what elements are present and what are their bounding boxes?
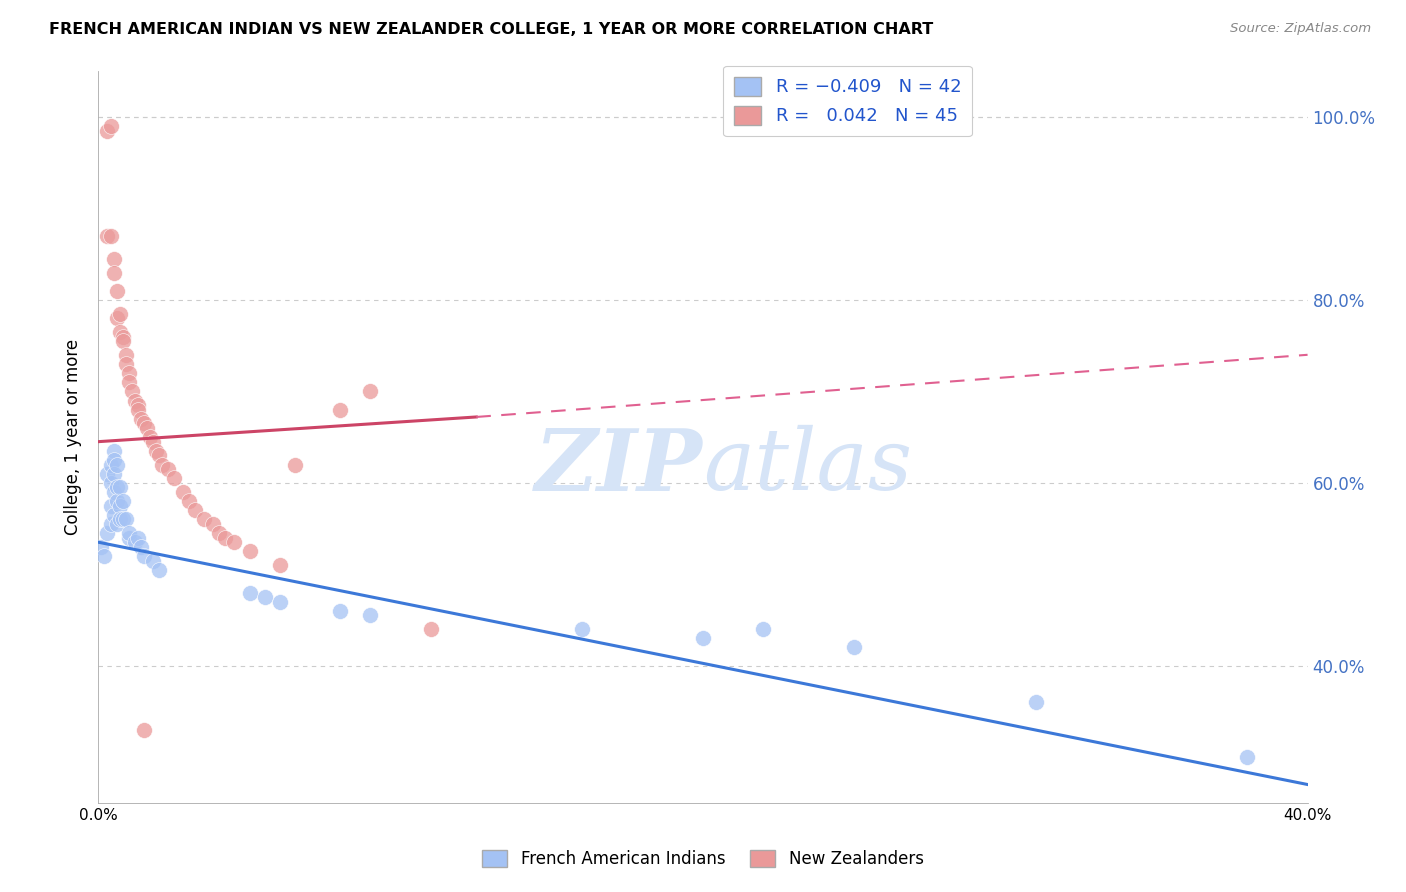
Point: [360, 608, 382, 623]
Point: [118, 376, 141, 390]
Point: [844, 640, 866, 655]
Point: [127, 398, 149, 412]
Point: [269, 558, 291, 573]
Legend: French American Indians, New Zealanders: French American Indians, New Zealanders: [475, 843, 931, 875]
Point: [148, 563, 170, 577]
Point: [132, 417, 155, 431]
Point: [111, 334, 134, 348]
Point: [100, 120, 122, 134]
Point: [100, 499, 122, 513]
Text: FRENCH AMERICAN INDIAN VS NEW ZEALANDER COLLEGE, 1 YEAR OR MORE CORRELATION CHAR: FRENCH AMERICAN INDIAN VS NEW ZEALANDER …: [49, 22, 934, 37]
Point: [105, 494, 128, 508]
Point: [111, 494, 134, 508]
Point: [114, 357, 136, 371]
Text: Source: ZipAtlas.com: Source: ZipAtlas.com: [1230, 22, 1371, 36]
Legend: R = −0.409   N = 42, R =   0.042   N = 45: R = −0.409 N = 42, R = 0.042 N = 45: [723, 66, 972, 136]
Point: [103, 443, 125, 458]
Point: [360, 384, 382, 399]
Point: [132, 549, 155, 563]
Point: [100, 228, 122, 243]
Point: [103, 467, 125, 481]
Point: [139, 430, 162, 444]
Point: [269, 595, 291, 609]
Point: [118, 526, 141, 541]
Point: [105, 516, 128, 531]
Point: [108, 307, 131, 321]
Point: [108, 480, 131, 494]
Point: [239, 585, 262, 599]
Point: [100, 458, 122, 472]
Point: [214, 531, 236, 545]
Point: [329, 604, 352, 618]
Point: [184, 503, 207, 517]
Point: [105, 284, 128, 298]
Point: [93, 549, 115, 563]
Point: [124, 535, 146, 549]
Point: [253, 590, 276, 604]
Point: [752, 622, 775, 636]
Point: [105, 311, 128, 326]
Point: [193, 512, 215, 526]
Point: [132, 723, 155, 737]
Point: [124, 393, 146, 408]
Point: [571, 622, 593, 636]
Point: [96, 526, 118, 541]
Point: [150, 458, 173, 472]
Point: [103, 453, 125, 467]
Point: [100, 475, 122, 490]
Point: [96, 124, 118, 138]
Point: [108, 512, 131, 526]
Point: [103, 266, 125, 280]
Point: [121, 384, 143, 399]
Point: [96, 467, 118, 481]
Point: [127, 531, 149, 545]
Point: [118, 366, 141, 380]
Point: [105, 480, 128, 494]
Point: [224, 535, 246, 549]
Point: [114, 512, 136, 526]
Point: [142, 434, 165, 449]
Point: [129, 411, 152, 425]
Point: [420, 622, 443, 636]
Point: [127, 402, 149, 417]
Text: ZIP: ZIP: [536, 425, 703, 508]
Point: [135, 421, 157, 435]
Point: [145, 443, 167, 458]
Point: [692, 632, 714, 646]
Point: [118, 531, 141, 545]
Y-axis label: College, 1 year or more: College, 1 year or more: [65, 339, 83, 535]
Point: [284, 458, 307, 472]
Text: atlas: atlas: [703, 425, 912, 508]
Point: [90, 540, 112, 554]
Point: [114, 348, 136, 362]
Point: [1024, 695, 1046, 709]
Point: [108, 325, 131, 339]
Point: [100, 516, 122, 531]
Point: [111, 512, 134, 526]
Point: [105, 458, 128, 472]
Point: [156, 462, 179, 476]
Point: [103, 485, 125, 500]
Point: [239, 544, 262, 558]
Point: [103, 508, 125, 522]
Point: [103, 252, 125, 266]
Point: [163, 471, 186, 485]
Point: [129, 540, 152, 554]
Point: [172, 485, 194, 500]
Point: [202, 516, 225, 531]
Point: [1236, 750, 1258, 764]
Point: [96, 228, 118, 243]
Point: [142, 553, 165, 567]
Point: [208, 526, 231, 541]
Point: [148, 449, 170, 463]
Point: [179, 494, 201, 508]
Point: [111, 329, 134, 343]
Point: [329, 402, 352, 417]
Point: [108, 499, 131, 513]
